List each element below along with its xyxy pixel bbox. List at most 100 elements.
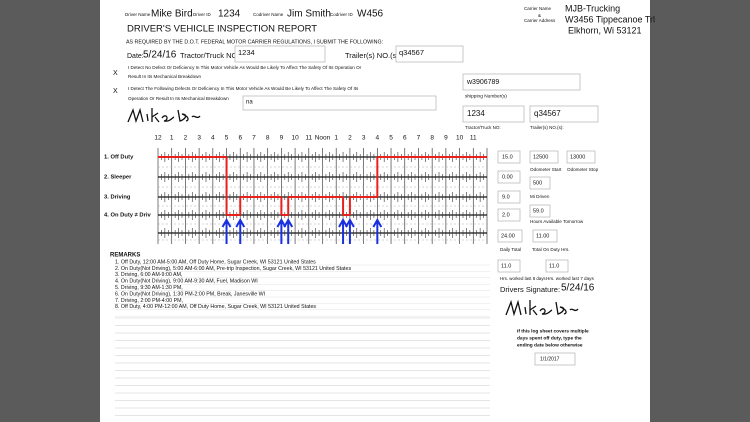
remarks-title: REMARKS [110,253,140,259]
hour-label: 3 [362,135,366,142]
label: Codriver Name [253,12,284,17]
driver-name: Mike Bird [151,9,193,20]
field-box [532,229,558,243]
remark-line: 2. On Duty(Not Driving), 5:00 AM-6:00 AM… [115,266,351,272]
field-box [462,73,581,91]
hour-label: 11 [470,135,477,142]
summary-value: 13000 [570,154,585,160]
remark-line: 3. Driving, 6:00 AM-9:00 AM, [115,272,182,278]
signature-footer [505,299,579,317]
field-box [529,105,599,123]
remark-line: 7. Driving, 2:00 PM-4:00 PM, [115,298,183,304]
label: Hrs. worked last 7 days [546,276,594,281]
hour-label: 2 [184,135,188,142]
note: days spent off duty, type the [517,335,582,341]
subtitle: AS REQUIRED BY THE D.O.T. FEDERAL MOTOR … [126,39,383,45]
hour-label: Noon [315,135,331,142]
change-arrow [276,217,287,244]
field-box [497,259,521,273]
label: Odometer Stop [567,167,599,172]
row-total: 15.0 [502,154,513,160]
remark-line: 8. Off Duty, 4:00 PM-12:00 AM, Off Duty … [115,304,316,310]
label: Odometer Start [530,167,562,172]
hour-label: 1 [170,135,174,142]
driver-id: 1234 [218,9,241,20]
change-arrow [345,217,355,244]
summary-value: 12500 [533,154,548,160]
statement: Result In Its Mechanical Breakdown [128,74,201,79]
signature-label: Drivers Signature: [500,285,560,294]
status-label: 2. Sleeper [104,175,132,181]
hour-label: 8 [266,135,270,142]
field-box [566,150,596,164]
statement: I Detect No Defect Or Deficiency In This… [128,65,362,70]
field-box [242,95,437,111]
codriver-id: W456 [357,9,384,20]
trailer-value: q34567 [399,48,424,57]
field-box [529,204,551,218]
signature-date: 5/24/16 [561,283,595,294]
label: Daily Total [500,247,521,252]
hour-label: 9 [444,135,448,142]
field-box [234,45,326,63]
hour-label: 10 [291,135,299,142]
label: Carrier Address [524,18,556,23]
hour-label: 6 [238,135,242,142]
label: Carrier Name [524,6,552,11]
label: Tractor/Truck NO: [180,51,239,60]
field-box [529,150,559,164]
field-box [497,229,523,243]
signature [127,107,201,124]
hour-label: 10 [456,135,464,142]
summary-value: 11.00 [536,233,549,239]
note: If this log sheet covers multiple [517,328,589,334]
row-total: 9.0 [502,194,510,200]
label: Trailer(s) NO.(s): [345,51,401,60]
carrier-address: W3456 Tippecanoe Trl [565,14,655,24]
hour-label: 4 [211,135,215,142]
carrier-name: MJB-Trucking [565,3,620,13]
row-total: 0.00 [502,174,513,180]
carrier-address: Elkhorn, Wi 53121 [568,25,642,35]
hour-label: 6 [403,135,407,142]
remark-line: 5. Driving, 9:30 AM-1:30 PM, [115,285,183,291]
label: Driver ID [193,12,211,17]
label: Hours Available Tomorrow [530,219,584,224]
status-label: 4. On Duty ≠ Driv [104,213,151,219]
hour-label: 5 [225,135,229,142]
paper [100,0,650,422]
hour-label: 4 [376,135,380,142]
label: Hrs. worked last 8 days [500,276,546,281]
field-box [497,190,521,204]
end-date: 1/1/2017 [540,356,560,362]
defects-value: na [246,100,253,106]
tractor-value: 1234 [467,109,485,118]
hour-label: 8 [430,135,434,142]
change-arrow [283,217,294,244]
label: Codriver ID [330,12,354,17]
codriver-name: Jim Smith [287,9,331,20]
hour-label: 7 [417,135,421,142]
tractor-value: 1234 [238,48,255,57]
change-arrow [221,217,232,244]
hour-label: 5 [389,135,393,142]
field-box [395,45,464,63]
label: Driver Name [125,12,151,17]
remark-line: 4. On Duty(Not Driving), 9:00 AM-9:30 AM… [115,279,258,285]
label: Total On Duty Hrs. [532,247,570,252]
hour-label: 7 [252,135,256,142]
title: DRIVER'S VEHICLE INSPECTION REPORT [127,24,317,35]
field-box [497,150,521,164]
label: Tractor/Truck NO: [465,125,501,130]
remark-line: 6. On Duty(Not Driving), 1:30 PM-2:00 PM… [115,291,265,297]
field-box [462,105,525,123]
summary-value: 500 [533,180,542,186]
hour-label: 11 [305,135,312,142]
hour-label: 2 [348,135,352,142]
statement: Operation Or Result In Its Mechanical Br… [128,96,229,101]
label: & [538,13,541,18]
field-box [497,208,521,222]
check-mark: X [113,70,118,77]
